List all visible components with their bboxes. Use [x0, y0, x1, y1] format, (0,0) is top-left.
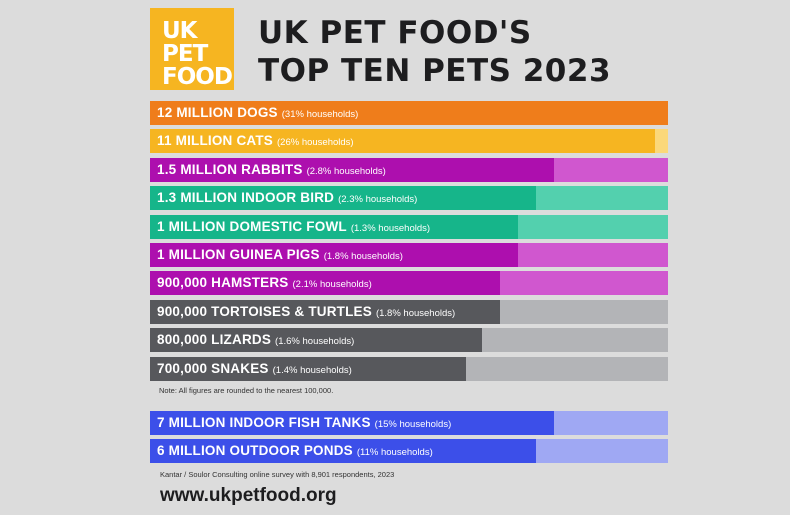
- bar-label-main: 1 MILLION GUINEA PIGS: [157, 246, 320, 262]
- bar-label-households: (2.8% households): [306, 165, 386, 177]
- bar-fill: [150, 356, 466, 381]
- chart-title-line-1: UK PET FOOD'S: [258, 15, 532, 51]
- bar-label-main: 11 MILLION CATS: [157, 133, 274, 149]
- bar-label-households: (2.3% households): [338, 194, 418, 206]
- bar-label: 12 MILLION DOGS (31% households): [157, 101, 358, 125]
- chart-title: UK PET FOOD'S TOP TEN PETS 2023: [258, 14, 611, 90]
- logo-line-1: UK: [162, 18, 197, 44]
- bar-label-main: 900,000 TORTOISES & TURTLES: [157, 303, 372, 319]
- bar-label-main: 12 MILLION DOGS: [157, 105, 278, 120]
- ukpetfood-logo: UK PET FOOD: [150, 8, 234, 90]
- bar-label: 1.3 MILLION INDOOR BIRD (2.3% households): [157, 186, 417, 210]
- bar-label-households: (2.1% households): [292, 279, 372, 291]
- bar-row: 700,000 SNAKES (1.4% households): [150, 356, 668, 381]
- bar-fill: [150, 129, 656, 154]
- bar-fill: [150, 439, 536, 464]
- bar-label-households: (11% households): [356, 447, 433, 459]
- bar-label-main: 1.5 MILLION RABBITS: [157, 161, 303, 177]
- bar-label-main: 900,000 HAMSTERS: [157, 275, 289, 291]
- website-link[interactable]: www.ukpetfood.org: [160, 485, 337, 506]
- bar-row: 7 MILLION INDOOR FISH TANKS (15% househol…: [150, 411, 668, 435]
- bar-label: 900,000 TORTOISES & TURTLES (1.8% househo…: [157, 300, 455, 324]
- bar-fill: [150, 101, 668, 125]
- bar-label: 1 MILLION DOMESTIC FOWL (1.3% households): [157, 215, 430, 239]
- bar-label-households: (1.3% households): [350, 222, 431, 234]
- bar-row: 11 MILLION CATS (26% households): [150, 129, 668, 154]
- bar-label-main: 1.3 MILLION INDOOR BIRD: [157, 190, 335, 206]
- bar-label-main: 800,000 LIZARDS: [157, 332, 272, 348]
- bar-fill: [150, 271, 500, 296]
- bar-label-main: 7 MILLION INDOOR FISH TANKS: [157, 415, 371, 430]
- logo-line-2: PET: [162, 41, 208, 67]
- bar-row: 900,000 TORTOISES & TURTLES (1.8% househo…: [150, 299, 668, 324]
- bar-label: 700,000 SNAKES (1.4% households): [157, 357, 352, 381]
- bar-fill: [150, 186, 536, 211]
- bar-label: 900,000 HAMSTERS (2.1% households): [157, 271, 372, 295]
- bar-label: 11 MILLION CATS (26% households): [157, 129, 354, 153]
- bar-label-households: (1.8% households): [375, 307, 456, 319]
- bar-label: 7 MILLION INDOOR FISH TANKS (15% househol…: [157, 411, 451, 435]
- chart-title-line-2: TOP TEN PETS 2023: [258, 53, 612, 89]
- bar-row: 12 MILLION DOGS (31% households): [150, 101, 668, 125]
- bar-label: 6 MILLION OUTDOOR PONDS (11% households): [157, 439, 433, 463]
- bar-label-main: 6 MILLION OUTDOOR PONDS: [157, 443, 353, 459]
- bar-fill: [150, 328, 482, 353]
- bar-label-households: (1.6% households): [275, 336, 355, 348]
- pets-bar-list: 12 MILLION DOGS (31% households) 11 MILLIO…: [150, 101, 668, 385]
- rounding-note: Note: All figures are rounded to the nea…: [159, 386, 334, 395]
- bar-label-households: (15% households): [374, 419, 452, 430]
- bar-fill: [150, 242, 518, 267]
- bar-label-households: (1.8% households): [323, 250, 403, 262]
- bar-row: 1.5 MILLION RABBITS (2.8% households): [150, 157, 668, 182]
- source-note: Kantar / Soulor Consulting online survey…: [160, 470, 395, 479]
- bar-fill: [150, 411, 555, 435]
- bar-fill: [150, 157, 555, 182]
- bar-row: 1 MILLION DOMESTIC FOWL (1.3% households): [150, 214, 668, 239]
- logo-line-3: FOOD: [162, 64, 233, 90]
- bar-label-households: (31% households): [281, 109, 359, 120]
- bar-label: 800,000 LIZARDS (1.6% households): [157, 328, 354, 352]
- bar-row: 1 MILLION GUINEA PIGS (1.8% households): [150, 242, 668, 267]
- bar-row: 6 MILLION OUTDOOR PONDS (11% households): [150, 439, 668, 464]
- bar-row: 1.3 MILLION INDOOR BIRD (2.3% households): [150, 186, 668, 211]
- bar-label-households: (1.4% households): [272, 364, 352, 376]
- bar-fill: [150, 299, 500, 324]
- bar-label-households: (26% households): [277, 137, 354, 149]
- bar-fill: [150, 214, 518, 239]
- bar-label-main: 1 MILLION DOMESTIC FOWL: [157, 218, 347, 234]
- bar-row: 900,000 HAMSTERS (2.1% households): [150, 271, 668, 296]
- bar-label: 1 MILLION GUINEA PIGS (1.8% households): [157, 243, 403, 267]
- bar-label-main: 700,000 SNAKES: [157, 360, 269, 376]
- aquatic-bar-list: 7 MILLION INDOOR FISH TANKS (15% househol…: [150, 411, 668, 468]
- bar-row: 800,000 LIZARDS (1.6% households): [150, 328, 668, 353]
- bar-label: 1.5 MILLION RABBITS (2.8% households): [157, 158, 386, 182]
